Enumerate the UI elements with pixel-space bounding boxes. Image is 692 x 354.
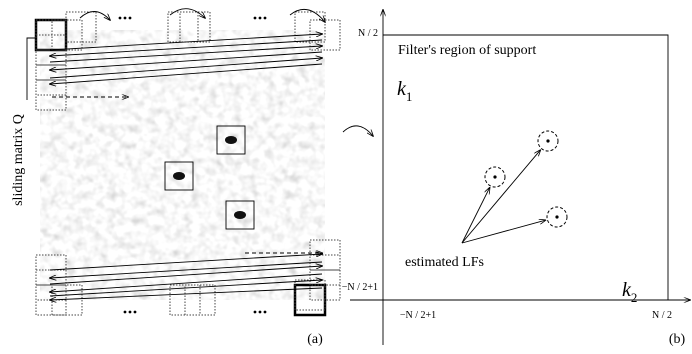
blob: [234, 211, 246, 219]
curved-arrow: [80, 11, 110, 20]
ellipsis-dot: [124, 311, 127, 314]
lf-arrow: [462, 220, 545, 243]
ellipsis-dot: [119, 17, 122, 20]
blob: [173, 172, 185, 180]
ellipsis-dot: [254, 311, 257, 314]
curved-arrow: [170, 9, 205, 18]
k2-label: k2: [622, 279, 637, 305]
annotation: estimated LFs: [405, 255, 484, 270]
left-panel: sliding matrix Q (a): [11, 9, 340, 347]
k1-sub: 1: [406, 89, 413, 104]
ellipsis-dot: [254, 17, 257, 20]
ellipsis-dot: [134, 311, 137, 314]
ellipsis-dot: [264, 17, 267, 20]
left-tick: −N / 2+1: [342, 282, 378, 293]
ellipsis-dot: [129, 311, 132, 314]
figure: sliding matrix Q (a) N / 2 Filter's regi…: [0, 0, 692, 354]
side-arrow: [27, 38, 36, 100]
noisy-image: [40, 30, 325, 300]
ellipsis-dot: [259, 17, 262, 20]
region-label: Filter's region of support: [398, 43, 536, 58]
bottom-right-tick: N / 2: [652, 310, 672, 321]
k2-sub: 2: [631, 290, 638, 305]
panel-label: (b): [669, 332, 686, 347]
ellipsis-dot: [129, 17, 132, 20]
lf-dot: [546, 139, 549, 142]
ellipsis-dot: [124, 17, 127, 20]
right-panel: N / 2 Filter's region of support k1 k2 e…: [342, 10, 690, 347]
blob: [225, 136, 237, 144]
curved-arrow: [343, 126, 373, 136]
lf-dot: [555, 215, 558, 218]
lf-dot: [493, 175, 496, 178]
panel-label: (a): [307, 332, 323, 347]
lf-arrow: [462, 150, 540, 243]
k1-label: k1: [397, 78, 412, 104]
top-tick: N / 2: [358, 28, 378, 39]
bottom-left-tick: −N / 2+1: [400, 310, 436, 321]
ellipsis-dot: [259, 311, 262, 314]
side-label: sliding matrix Q: [11, 114, 26, 206]
ellipsis-dot: [264, 311, 267, 314]
